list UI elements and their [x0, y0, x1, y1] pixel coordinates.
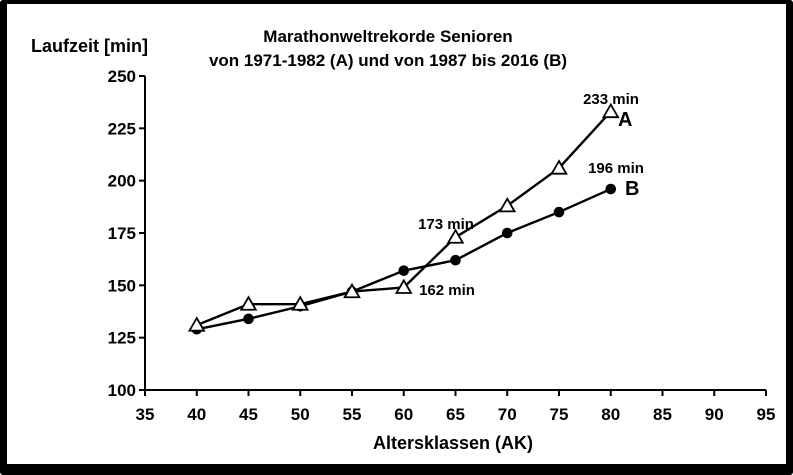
- chart-title: Marathonweltrekorde Senioren von 1971-19…: [153, 25, 623, 73]
- x-tick-label: 60: [394, 405, 413, 424]
- y-tick-label: 250: [108, 67, 136, 86]
- y-tick-label: 175: [108, 224, 136, 243]
- series-b-point: [450, 254, 461, 266]
- annotation-233-min: 233 min: [583, 91, 639, 108]
- series-b-label: B: [625, 178, 640, 200]
- y-axis-title: Laufzeit [min]: [31, 36, 148, 56]
- series-a-point: [187, 316, 206, 332]
- y-tick-label: 125: [108, 329, 136, 348]
- x-tick-label: 45: [239, 405, 258, 424]
- x-tick-label: 55: [343, 405, 362, 424]
- series-b-point: [243, 313, 254, 325]
- series-a-point: [291, 295, 310, 311]
- series-a-point: [239, 295, 258, 311]
- series-a-label: A: [618, 109, 633, 131]
- series-b-point: [553, 206, 565, 218]
- x-tick-label: 80: [601, 405, 620, 424]
- annotation-173-min: 173 min: [418, 216, 474, 233]
- x-tick-label: 75: [550, 405, 569, 424]
- x-tick-label: 40: [187, 405, 206, 424]
- chart-title-line2: von 1971-1982 (A) und von 1987 bis 2016 …: [208, 51, 568, 70]
- y-tick-label: 225: [108, 119, 136, 138]
- series-b-point: [501, 227, 513, 239]
- series-a-point: [343, 282, 361, 299]
- x-tick-label: 70: [498, 405, 517, 424]
- series-a-point: [498, 196, 517, 213]
- series-b-point: [398, 265, 410, 276]
- chart-title-line1: Marathonweltrekorde Senioren: [263, 27, 513, 46]
- series-b-point: [605, 183, 617, 195]
- series-a-point: [446, 228, 465, 244]
- series-b-line: [196, 187, 612, 331]
- y-tick-label: 100: [108, 381, 136, 400]
- x-tick-label: 65: [446, 405, 465, 424]
- annotation-162-min: 162 min: [419, 282, 475, 299]
- x-tick-label: 50: [291, 405, 310, 424]
- x-tick-label: 85: [653, 405, 672, 424]
- y-tick-label: 200: [108, 172, 136, 191]
- x-tick-label: 95: [757, 405, 776, 424]
- series-a-point: [601, 102, 620, 119]
- series-a-point: [394, 278, 413, 294]
- x-tick-label: 35: [136, 405, 155, 424]
- x-tick-label: 90: [705, 405, 724, 424]
- series-a-point: [550, 159, 568, 175]
- x-axis-title: Altersklassen (AK): [372, 433, 534, 453]
- y-tick-label: 150: [108, 276, 136, 295]
- annotation-196-min: 196 min: [588, 160, 644, 177]
